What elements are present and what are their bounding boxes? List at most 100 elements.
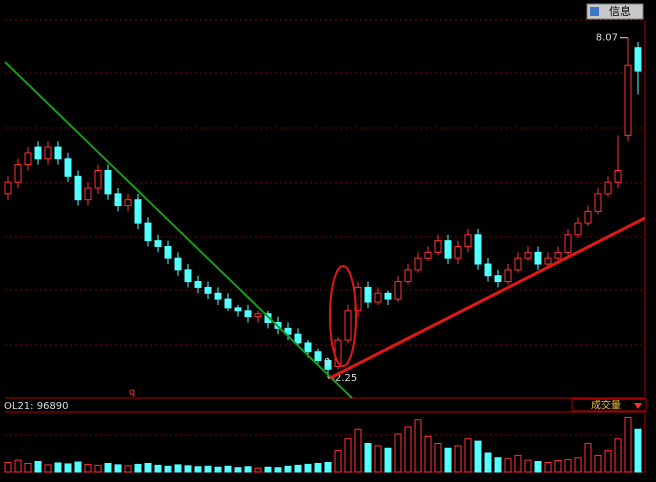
volume-bar [84,463,92,473]
volume-bar [434,443,442,473]
info-icon [590,7,599,16]
candle-body [114,193,122,207]
marker-label: q [129,387,135,398]
candle-body [294,333,302,344]
low-label: 2.25 [335,373,357,384]
volume-bar [394,433,402,473]
candle-body [194,281,202,288]
volume-bar [164,465,172,473]
volume-bar [4,462,12,473]
volume-bar [24,462,32,473]
candle-body [374,292,382,303]
candle-body [614,169,622,183]
volume-bar [184,465,192,473]
candle-body [164,245,172,259]
candle-body [504,269,512,283]
trend-line [4,61,353,399]
volume-bar [584,443,592,473]
volume-bar [354,428,362,473]
candle-body [544,257,552,265]
candle-body [284,327,292,335]
volume-bar [364,443,372,473]
candle-body [574,222,582,236]
candle-body [384,292,392,300]
candle-body [224,298,232,309]
volume-bar [614,438,622,473]
volume-bar [94,464,102,473]
candle-body [254,313,262,318]
indicator-menu-label[interactable]: 成交量 [591,399,621,412]
volume-bar [414,419,422,473]
volume-bar [504,458,512,473]
volume-bar [544,462,552,473]
volume-bar [594,454,602,473]
candle-body [214,292,222,300]
indicator-menu[interactable] [571,398,647,412]
candle-body [454,245,462,259]
volume-bar [54,462,62,473]
volume-bar [234,467,242,473]
candle-body [344,310,352,341]
candle-body [394,281,402,300]
volume-bar [444,447,452,473]
volume-bar [124,465,132,473]
volume-bar [264,466,272,473]
candle-body [604,181,612,195]
candle-body [464,234,472,247]
volume-bar [194,466,202,473]
volume-bar [44,464,52,473]
candle-body [564,234,572,253]
volume-bar [334,450,342,473]
candle-body [364,286,372,303]
dropdown-arrow[interactable] [634,403,642,409]
info-button-label[interactable]: 信息 [609,4,631,18]
candle-body [484,263,492,277]
volume-bar [144,462,152,473]
volume-bar [514,454,522,473]
volume-bar [314,462,322,473]
candle-body [324,360,332,370]
candle-body [24,152,32,166]
candle-body [4,181,12,195]
volume-bar [134,463,142,473]
candle-body [414,257,422,271]
candle-body [494,275,502,283]
volume-bar [274,467,282,473]
grid [5,19,645,436]
volume-bar [374,445,382,473]
candle-body [184,269,192,283]
candle-body [244,310,252,318]
candle-body [584,210,592,224]
candle-body [434,240,442,253]
volume-bar [494,457,502,473]
volume-bar [224,465,232,473]
volume-bar [244,466,252,473]
candle-body [144,222,152,242]
candle-body [34,146,42,160]
candle-body [474,234,482,265]
candle-body [264,313,272,323]
volume-bar [104,462,112,473]
candle-body [54,146,62,160]
volume-bar [554,460,562,473]
info-button[interactable] [586,3,644,20]
volume-bar [604,450,612,473]
volume-bar [484,452,492,473]
volume-bar [634,428,642,473]
candle-body [64,158,72,177]
candle-body [534,251,542,265]
high-label: 8.07 [596,33,618,44]
volume-bar [524,459,532,473]
volume-bar [64,463,72,473]
volume-bar [14,459,22,473]
volume-bar [384,447,392,473]
trend-line [329,216,646,380]
candle-body [124,199,132,207]
volume-bar [454,445,462,473]
candle-body [44,146,52,160]
volume-bar [564,459,572,473]
volume-bar [294,464,302,473]
